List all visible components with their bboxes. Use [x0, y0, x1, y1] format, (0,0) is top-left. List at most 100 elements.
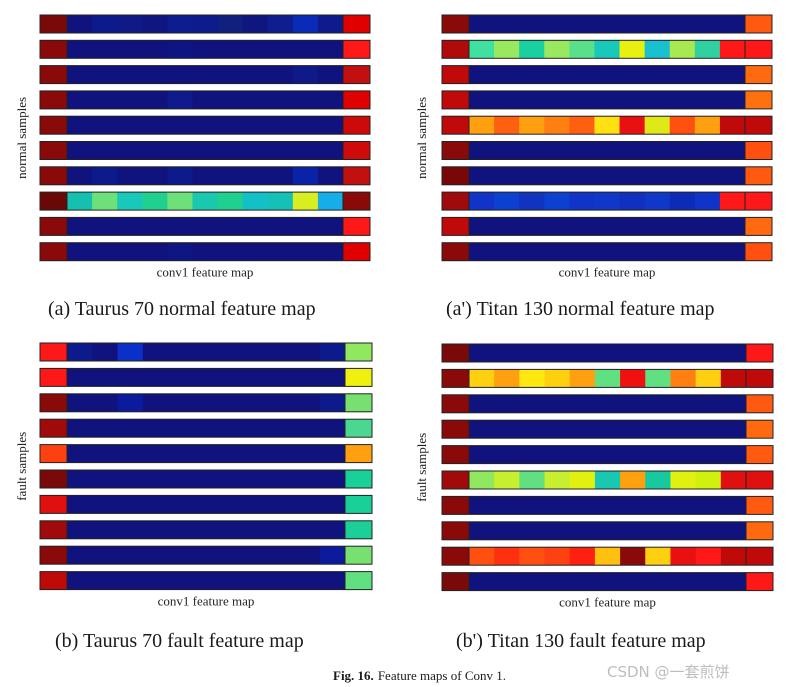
heatmap-row [39, 418, 373, 438]
panel-a-heatmap: normal samples conv1 feature map [14, 14, 371, 280]
heatmap-cell [40, 520, 68, 539]
heatmap-cell [218, 470, 245, 488]
heatmap-cell [92, 141, 118, 160]
heatmap-cell [269, 470, 295, 488]
heatmap-cell [720, 471, 747, 489]
heatmap-cell [544, 217, 570, 236]
heatmap-cell [242, 217, 269, 236]
heatmap-cell [294, 495, 321, 514]
heatmap-cell [746, 572, 774, 591]
heatmap-row [39, 115, 371, 135]
heatmap-cell [669, 242, 696, 261]
panel-b-heatmap: fault samples conv1 feature map [14, 342, 373, 609]
heatmap-cell [269, 571, 295, 590]
heatmap-cell [644, 65, 671, 84]
heatmap-cell [519, 496, 546, 515]
heatmap-cell [594, 420, 621, 439]
heatmap-cell [345, 419, 373, 438]
heatmap-cell [319, 571, 346, 590]
heatmap-cell [645, 420, 671, 439]
heatmap-row-frame [441, 445, 774, 465]
heatmap-cell [695, 394, 722, 413]
heatmap-row-frame [39, 65, 371, 85]
panel-b: fault samples conv1 feature map [12, 338, 377, 616]
heatmap-row [441, 65, 773, 85]
heatmap-cell [519, 90, 545, 109]
heatmap-cell [294, 470, 321, 488]
heatmap-cell [569, 420, 596, 439]
heatmap-cell [494, 420, 520, 439]
heatmap-cell [242, 15, 269, 33]
heatmap-cell [669, 141, 696, 160]
heatmap-cell [319, 520, 346, 539]
heatmap-cell [168, 470, 194, 488]
heatmap-cell [620, 344, 646, 362]
heatmap-cell [142, 470, 169, 488]
heatmap-cell [117, 166, 143, 185]
heatmap-cell [720, 445, 747, 464]
heatmap-cell [117, 520, 144, 539]
heatmap-cell [317, 141, 344, 160]
heatmap-cell [40, 495, 68, 514]
heatmap-row [441, 394, 774, 414]
heatmap-cell [67, 90, 93, 109]
heatmap-cell [594, 344, 621, 362]
heatmap-cell [142, 571, 169, 590]
heatmap-cell [92, 242, 118, 261]
heatmap-row [39, 520, 373, 540]
heatmap-cell [167, 166, 193, 185]
heatmap-cell [670, 344, 697, 362]
heatmap-cell [142, 368, 169, 387]
heatmap-row-frame [441, 115, 773, 135]
heatmap-cell [168, 571, 194, 590]
heatmap-cell [494, 547, 520, 566]
heatmap-cell [594, 40, 621, 59]
heatmap-cell [92, 15, 118, 33]
heatmap-cell [294, 343, 321, 361]
heatmap-cell [142, 65, 168, 84]
heatmap-cell [694, 242, 721, 261]
heatmap-cell [67, 166, 93, 185]
heatmap-cell [670, 369, 697, 388]
heatmap-cell [193, 470, 220, 488]
heatmap-cell [670, 445, 697, 464]
heatmap-cell [644, 40, 671, 59]
y-axis-label: normal samples [14, 97, 29, 179]
heatmap-cell [670, 521, 697, 540]
heatmap-row [39, 342, 373, 362]
heatmap-cell [719, 192, 746, 211]
heatmap-row [441, 191, 773, 211]
panel-a-prime-caption: (a') Titan 130 normal feature map [446, 298, 715, 320]
heatmap-cell [544, 90, 570, 109]
heatmap-cell [343, 242, 371, 261]
heatmap-cell [569, 496, 596, 515]
heatmap-cell [218, 444, 245, 463]
heatmap-cell [317, 242, 344, 261]
heatmap-cell [620, 521, 646, 540]
heatmap-cell [343, 40, 371, 59]
heatmap-cell [442, 420, 470, 439]
heatmap-cell [645, 344, 671, 362]
heatmap-cell [746, 445, 774, 464]
heatmap-cell [494, 242, 520, 261]
heatmap-cell [494, 521, 520, 540]
heatmap-cell [670, 572, 697, 591]
heatmap-cell [67, 546, 93, 565]
heatmap-cell [594, 217, 621, 236]
heatmap-cell [645, 521, 671, 540]
heatmap-cell [67, 40, 93, 59]
heatmap-cell [294, 368, 321, 387]
heatmap-row [441, 90, 773, 110]
heatmap-row-frame [39, 141, 371, 160]
heatmap-cell [92, 116, 118, 135]
heatmap-cell [218, 419, 245, 438]
heatmap-row-frame [441, 521, 774, 541]
heatmap-row [441, 419, 774, 439]
heatmap-cell [193, 444, 220, 463]
heatmap-row-frame [441, 394, 774, 414]
heatmap-row [39, 141, 371, 160]
heatmap-cell [117, 242, 143, 261]
heatmap-cell [442, 217, 470, 236]
heatmap-cell [217, 141, 244, 160]
heatmap-cell [544, 15, 570, 33]
